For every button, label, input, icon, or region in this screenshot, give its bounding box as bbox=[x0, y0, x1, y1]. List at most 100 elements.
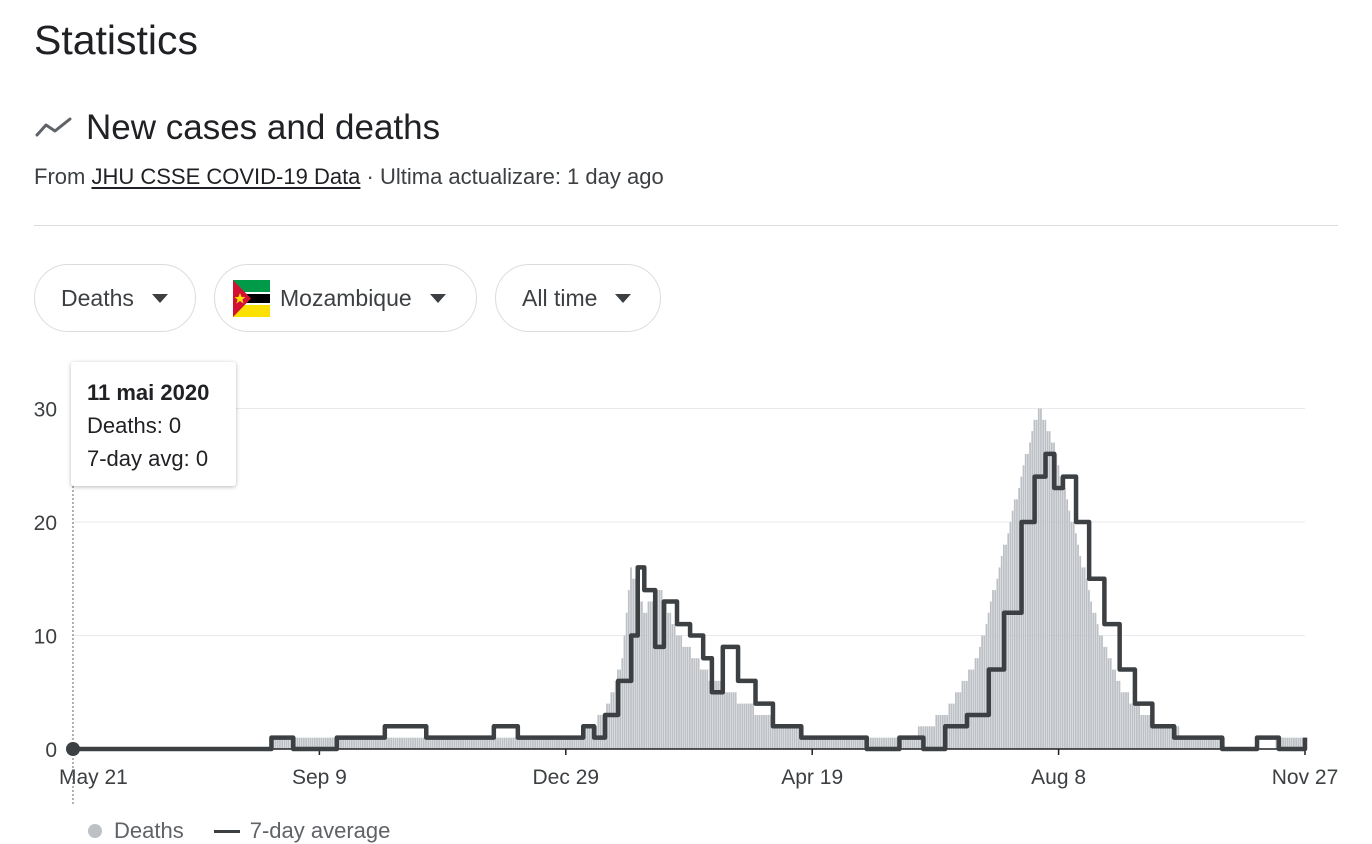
deaths-bar bbox=[1194, 737, 1197, 749]
deaths-bar bbox=[706, 669, 709, 749]
deaths-bar bbox=[911, 737, 914, 749]
y-tick-label: 20 bbox=[34, 512, 57, 535]
deaths-bar bbox=[878, 737, 881, 749]
deaths-chart[interactable]: 0 10 20 30 May 21 Sep 9 Dec 29 Apr 19 Aug 8 Nov 2… bbox=[0, 350, 1372, 836]
deaths-bar bbox=[1151, 726, 1154, 749]
deaths-bar bbox=[726, 692, 728, 749]
deaths-bar bbox=[1170, 726, 1173, 749]
deaths-bar bbox=[298, 737, 301, 749]
deaths-bar bbox=[1098, 635, 1101, 749]
deaths-bar bbox=[852, 737, 855, 749]
deaths-bar bbox=[996, 578, 999, 749]
deaths-bar bbox=[1050, 442, 1053, 749]
deaths-bar bbox=[928, 726, 931, 749]
deaths-bar bbox=[1122, 692, 1125, 749]
deaths-bar bbox=[968, 669, 970, 749]
caret-down-icon bbox=[429, 293, 446, 303]
deaths-bar bbox=[551, 737, 554, 749]
deaths-bar bbox=[1159, 726, 1162, 749]
deaths-bar bbox=[579, 737, 582, 749]
deaths-bar bbox=[331, 737, 334, 749]
deaths-bar bbox=[1064, 487, 1066, 749]
deaths-bar bbox=[1085, 578, 1088, 749]
source-link[interactable]: JHU CSSE COVID-19 Data bbox=[91, 164, 361, 189]
deaths-bar bbox=[959, 692, 962, 749]
deaths-bar bbox=[547, 737, 550, 749]
deaths-bar bbox=[985, 624, 988, 749]
deaths-bar bbox=[508, 737, 510, 749]
deaths-bar bbox=[383, 737, 386, 749]
deaths-bar bbox=[1190, 737, 1193, 749]
deaths-bar bbox=[449, 737, 451, 749]
deaths-bar bbox=[979, 646, 981, 749]
deaths-bar bbox=[673, 624, 676, 749]
deaths-bar bbox=[839, 737, 842, 749]
deaths-bar bbox=[348, 737, 351, 749]
y-tick-label: 0 bbox=[45, 739, 57, 762]
deaths-bar bbox=[754, 714, 757, 749]
deaths-bar bbox=[907, 737, 909, 749]
y-tick-label: 30 bbox=[34, 399, 57, 422]
range-select[interactable]: All time bbox=[495, 264, 661, 332]
deaths-bar bbox=[289, 737, 292, 749]
deaths-bar bbox=[279, 737, 281, 749]
deaths-bar bbox=[721, 692, 724, 749]
mozambique-flag-icon bbox=[233, 279, 270, 317]
deaths-bar bbox=[599, 714, 602, 749]
deaths-bar bbox=[307, 737, 310, 749]
deaths-bar bbox=[933, 726, 935, 749]
deaths-bar bbox=[538, 737, 541, 749]
country-select[interactable]: Mozambique bbox=[214, 264, 477, 332]
deaths-bar bbox=[695, 658, 698, 749]
deaths-bar bbox=[549, 737, 552, 749]
deaths-bar bbox=[1016, 499, 1018, 749]
deaths-bar bbox=[730, 692, 733, 749]
deaths-bar bbox=[669, 612, 672, 749]
deaths-bar bbox=[1205, 737, 1208, 749]
deaths-bar bbox=[678, 635, 680, 749]
deaths-bar bbox=[1157, 726, 1160, 749]
deaths-bar bbox=[1088, 590, 1090, 749]
deaths-bar bbox=[1092, 612, 1095, 749]
deaths-bar bbox=[1293, 737, 1295, 749]
deaths-bar bbox=[1120, 692, 1123, 749]
deaths-bar bbox=[1153, 726, 1156, 749]
deaths-bar bbox=[516, 737, 519, 749]
deaths-bar bbox=[1212, 737, 1215, 749]
deaths-bar bbox=[1162, 726, 1164, 749]
deaths-bar bbox=[634, 578, 637, 749]
hover-point bbox=[66, 742, 80, 756]
deaths-bar bbox=[285, 737, 288, 749]
deaths-bar bbox=[420, 737, 423, 749]
deaths-bar bbox=[479, 737, 482, 749]
deaths-bar bbox=[601, 714, 604, 749]
deaths-bar bbox=[318, 737, 321, 749]
deaths-bar bbox=[396, 737, 399, 749]
deaths-bar bbox=[438, 737, 441, 749]
deaths-bar bbox=[1044, 419, 1047, 749]
deaths-bar bbox=[935, 714, 938, 749]
deaths-bar bbox=[1066, 499, 1069, 749]
deaths-bar bbox=[379, 737, 382, 749]
deaths-bar bbox=[885, 737, 888, 749]
deaths-bar bbox=[1040, 408, 1042, 749]
deaths-bar bbox=[1112, 669, 1114, 749]
deaths-bar bbox=[453, 737, 456, 749]
deaths-bar bbox=[1116, 680, 1119, 749]
deaths-bar bbox=[972, 669, 975, 749]
deaths-bar bbox=[555, 737, 558, 749]
deaths-bar bbox=[939, 714, 942, 749]
deaths-bar bbox=[287, 737, 290, 749]
deaths-bar bbox=[401, 737, 403, 749]
deaths-bar bbox=[859, 737, 861, 749]
deaths-bar bbox=[961, 680, 964, 749]
deaths-bar bbox=[883, 737, 885, 749]
divider bbox=[34, 225, 1338, 226]
deaths-bar bbox=[534, 737, 536, 749]
deaths-bar bbox=[444, 737, 447, 749]
metric-select[interactable]: Deaths bbox=[34, 264, 196, 332]
deaths-bar bbox=[409, 737, 412, 749]
deaths-bar bbox=[760, 714, 763, 749]
deaths-bar bbox=[998, 567, 1001, 749]
deaths-bar bbox=[645, 612, 648, 749]
